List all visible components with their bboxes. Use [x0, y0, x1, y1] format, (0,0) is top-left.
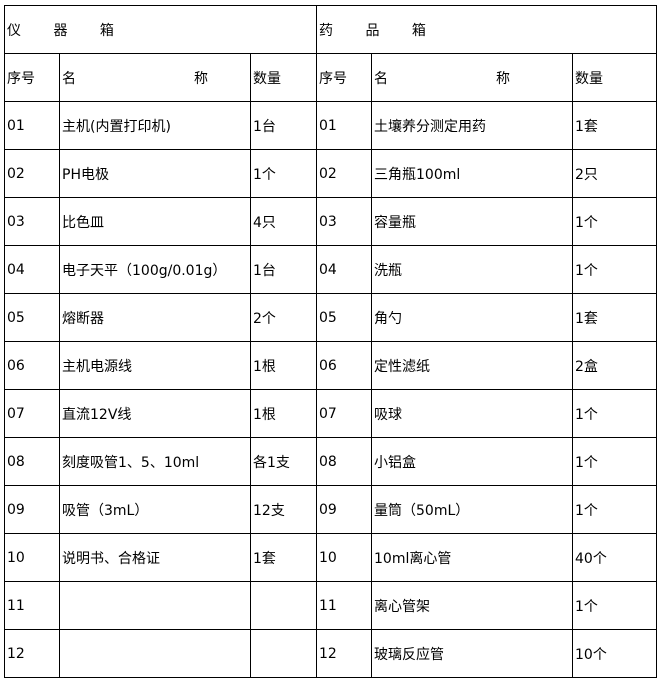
- reagent-no-cell: 11: [316, 581, 372, 630]
- instrument-qty-cell: 1台: [250, 101, 317, 150]
- instrument-no-cell: 11: [4, 581, 60, 630]
- header-no: 序号: [4, 53, 60, 102]
- reagent-qty-cell: 1个: [572, 485, 657, 534]
- table-row: 10 说明书、合格证 1套 10 10ml离心管 40个: [4, 533, 657, 582]
- reagent-name-cell: 容量瓶: [371, 197, 573, 246]
- table-row: 09 吸管（3mL） 12支 09 量筒（50mL） 1个: [4, 485, 657, 534]
- instrument-no-cell: 03: [4, 197, 60, 246]
- reagent-name-cell: 量筒（50mL）: [371, 485, 573, 534]
- table-row: 06 主机电源线 1根 06 定性滤纸 2盒: [4, 341, 657, 390]
- reagent-qty-cell: 1个: [572, 389, 657, 438]
- instrument-name-cell: 熔断器: [59, 293, 251, 342]
- reagent-name-cell: 离心管架: [371, 581, 573, 630]
- header-name-b: 称: [194, 70, 208, 87]
- column-header-row: 序号 名称 数量 序号 名称 数量: [4, 53, 657, 102]
- reagent-no-cell: 02: [316, 149, 372, 198]
- instrument-name-cell: 比色皿: [59, 197, 251, 246]
- instrument-qty-cell: 2个: [250, 293, 317, 342]
- header-name-a: 名: [374, 70, 388, 87]
- table-row: 05 熔断器 2个 05 角勺 1套: [4, 293, 657, 342]
- header-qty: 数量: [572, 53, 657, 102]
- instrument-no-cell: 10: [4, 533, 60, 582]
- reagent-name-cell: 洗瓶: [371, 245, 573, 294]
- reagent-no-cell: 05: [316, 293, 372, 342]
- reagent-no-cell: 01: [316, 101, 372, 150]
- reagent-qty-cell: 1套: [572, 101, 657, 150]
- reagent-no-cell: 06: [316, 341, 372, 390]
- instrument-box-title: 仪 器 箱: [4, 5, 317, 54]
- instrument-qty-cell: [250, 581, 317, 630]
- table-row: 08 刻度吸管1、5、10ml 各1支 08 小铝盒 1个: [4, 437, 657, 486]
- reagent-no-cell: 03: [316, 197, 372, 246]
- instrument-qty-cell: 1个: [250, 149, 317, 198]
- reagent-name-cell: 吸球: [371, 389, 573, 438]
- reagent-box-title: 药 品 箱: [316, 5, 657, 54]
- reagent-qty-cell: 1个: [572, 437, 657, 486]
- instrument-qty-cell: [250, 629, 317, 678]
- instrument-name-cell: 电子天平（100g/0.01g）: [59, 245, 251, 294]
- instrument-qty-cell: 4只: [250, 197, 317, 246]
- instrument-no-cell: 04: [4, 245, 60, 294]
- instrument-no-cell: 09: [4, 485, 60, 534]
- table-row: 01 主机(内置打印机) 1台 01 土壤养分测定用药 1套: [4, 101, 657, 150]
- instrument-name-cell: [59, 581, 251, 630]
- section-title-row: 仪 器 箱 药 品 箱: [4, 5, 657, 54]
- reagent-no-cell: 10: [316, 533, 372, 582]
- reagent-qty-cell: 2只: [572, 149, 657, 198]
- reagent-qty-cell: 1套: [572, 293, 657, 342]
- reagent-no-cell: 08: [316, 437, 372, 486]
- reagent-qty-cell: 1个: [572, 581, 657, 630]
- reagent-no-cell: 12: [316, 629, 372, 678]
- reagent-no-cell: 07: [316, 389, 372, 438]
- instrument-qty-cell: 1根: [250, 389, 317, 438]
- table-row: 11 11 离心管架 1个: [4, 581, 657, 630]
- reagent-qty-cell: 10个: [572, 629, 657, 678]
- reagent-no-cell: 04: [316, 245, 372, 294]
- reagent-name-cell: 定性滤纸: [371, 341, 573, 390]
- instrument-no-cell: 06: [4, 341, 60, 390]
- header-name: 名称: [59, 53, 251, 102]
- instrument-no-cell: 08: [4, 437, 60, 486]
- table-row: 12 12 玻璃反应管 10个: [4, 629, 657, 678]
- instrument-name-cell: 主机电源线: [59, 341, 251, 390]
- reagent-name-cell: 小铝盒: [371, 437, 573, 486]
- reagent-qty-cell: 2盒: [572, 341, 657, 390]
- instrument-name-cell: 说明书、合格证: [59, 533, 251, 582]
- header-name: 名称: [371, 53, 573, 102]
- instrument-no-cell: 05: [4, 293, 60, 342]
- table-row: 07 直流12V线 1根 07 吸球 1个: [4, 389, 657, 438]
- instrument-name-cell: 直流12V线: [59, 389, 251, 438]
- reagent-name-cell: 土壤养分测定用药: [371, 101, 573, 150]
- instrument-no-cell: 12: [4, 629, 60, 678]
- instrument-qty-cell: 1台: [250, 245, 317, 294]
- instrument-no-cell: 02: [4, 149, 60, 198]
- instrument-name-cell: 吸管（3mL）: [59, 485, 251, 534]
- reagent-qty-cell: 40个: [572, 533, 657, 582]
- equipment-list-table: 仪 器 箱 药 品 箱 序号 名称 数量 序号 名称 数量 01 主机(内置打印机…: [4, 5, 657, 678]
- header-no: 序号: [316, 53, 372, 102]
- header-name-a: 名: [62, 70, 76, 87]
- header-name-b: 称: [496, 70, 510, 87]
- header-qty: 数量: [250, 53, 317, 102]
- reagent-name-cell: 10ml离心管: [371, 533, 573, 582]
- reagent-name-cell: 玻璃反应管: [371, 629, 573, 678]
- instrument-qty-cell: 1根: [250, 341, 317, 390]
- instrument-name-cell: PH电极: [59, 149, 251, 198]
- instrument-name-cell: [59, 629, 251, 678]
- reagent-no-cell: 09: [316, 485, 372, 534]
- table-row: 02 PH电极 1个 02 三角瓶100ml 2只: [4, 149, 657, 198]
- instrument-no-cell: 07: [4, 389, 60, 438]
- table-row: 03 比色皿 4只 03 容量瓶 1个: [4, 197, 657, 246]
- instrument-name-cell: 主机(内置打印机): [59, 101, 251, 150]
- instrument-name-cell: 刻度吸管1、5、10ml: [59, 437, 251, 486]
- instrument-qty-cell: 各1支: [250, 437, 317, 486]
- instrument-no-cell: 01: [4, 101, 60, 150]
- reagent-name-cell: 三角瓶100ml: [371, 149, 573, 198]
- instrument-qty-cell: 12支: [250, 485, 317, 534]
- reagent-name-cell: 角勺: [371, 293, 573, 342]
- reagent-qty-cell: 1个: [572, 197, 657, 246]
- reagent-qty-cell: 1个: [572, 245, 657, 294]
- table-row: 04 电子天平（100g/0.01g） 1台 04 洗瓶 1个: [4, 245, 657, 294]
- instrument-qty-cell: 1套: [250, 533, 317, 582]
